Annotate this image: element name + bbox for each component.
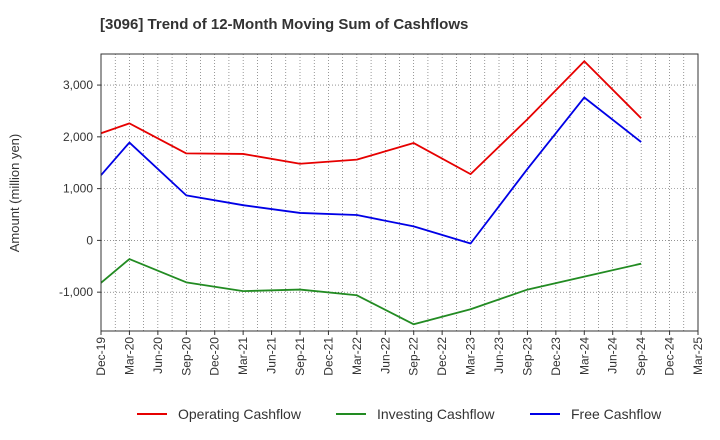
x-tick-label: Sep-20 xyxy=(179,337,193,376)
series-layer xyxy=(100,60,642,326)
chart-title: [3096] Trend of 12-Month Moving Sum of C… xyxy=(100,16,469,33)
y-tick-label: 3,000 xyxy=(63,78,93,92)
x-tick-label: Sep-24 xyxy=(634,337,648,376)
x-tick-label: Sep-21 xyxy=(293,337,307,376)
legend-label: Operating Cashflow xyxy=(178,406,302,422)
x-tick-label: Dec-24 xyxy=(663,337,677,376)
x-tick-label: Jun-21 xyxy=(265,337,279,374)
x-tick-label: Mar-23 xyxy=(464,337,478,375)
y-axis: -1,000 0 1,000 2,000 3,000 xyxy=(59,78,101,299)
x-tick-label: Mar-24 xyxy=(577,337,591,375)
legend-label: Free Cashflow xyxy=(571,406,662,422)
x-tick-label: Mar-22 xyxy=(350,337,364,375)
x-tick-label: Jun-20 xyxy=(151,337,165,374)
legend: Operating Cashflow Investing Cashflow Free… xyxy=(137,406,662,422)
series-line-investing-cashflow xyxy=(100,258,642,326)
y-tick-label: -1,000 xyxy=(59,285,93,299)
x-tick-label: Mar-25 xyxy=(691,337,705,375)
x-tick-label: Dec-19 xyxy=(94,337,108,376)
x-tick-label: Sep-22 xyxy=(407,337,421,376)
series-line-operating-cashflow xyxy=(100,60,642,176)
series-line-free-cashflow xyxy=(100,96,642,245)
x-tick-label: Sep-23 xyxy=(520,337,534,376)
x-tick-label: Jun-24 xyxy=(606,337,620,374)
x-tick-label: Jun-22 xyxy=(378,337,392,374)
y-axis-title: Amount (million yen) xyxy=(7,134,22,253)
x-tick-label: Dec-23 xyxy=(549,337,563,376)
x-tick-label: Mar-21 xyxy=(236,337,250,375)
y-tick-label: 0 xyxy=(86,233,93,247)
x-tick-label: Jun-23 xyxy=(492,337,506,374)
plot-frame xyxy=(100,53,699,332)
x-tick-label: Dec-20 xyxy=(208,337,222,376)
x-tick-label: Dec-22 xyxy=(435,337,449,376)
y-tick-label: 2,000 xyxy=(63,130,93,144)
grid-layer xyxy=(100,54,699,331)
y-tick-label: 1,000 xyxy=(63,182,93,196)
x-tick-label: Dec-21 xyxy=(321,337,335,376)
x-tick-label: Mar-20 xyxy=(122,337,136,375)
legend-label: Investing Cashflow xyxy=(377,406,495,422)
x-axis: Dec-19 Mar-20 Jun-20 Sep-20 Dec-20 Mar-21 Jun-… xyxy=(94,331,705,376)
